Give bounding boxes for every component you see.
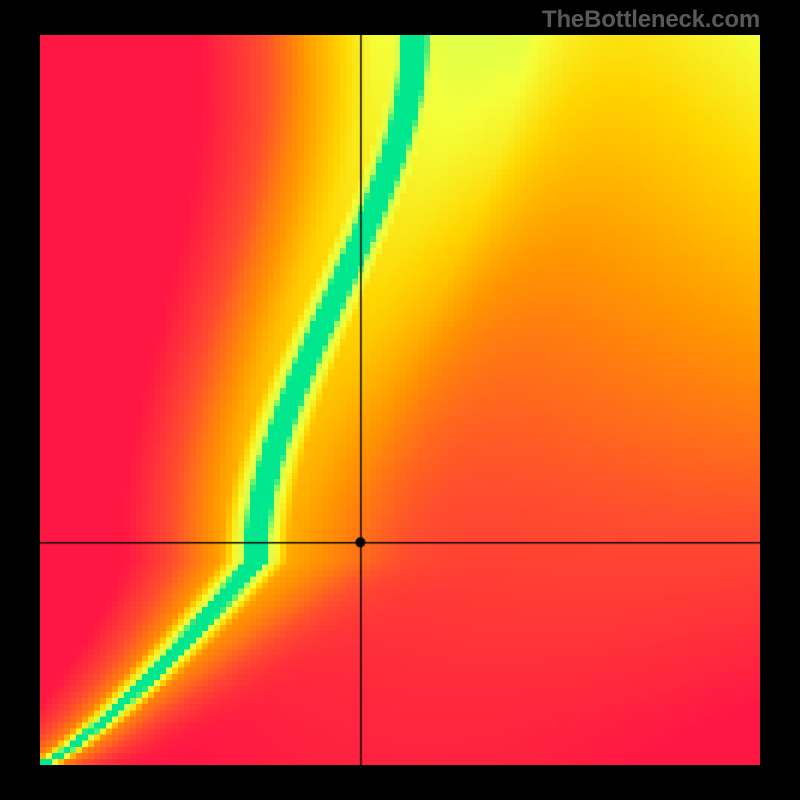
- bottleneck-heatmap: [40, 35, 760, 765]
- chart-container: TheBottleneck.com: [0, 0, 800, 800]
- watermark-text: TheBottleneck.com: [542, 6, 760, 34]
